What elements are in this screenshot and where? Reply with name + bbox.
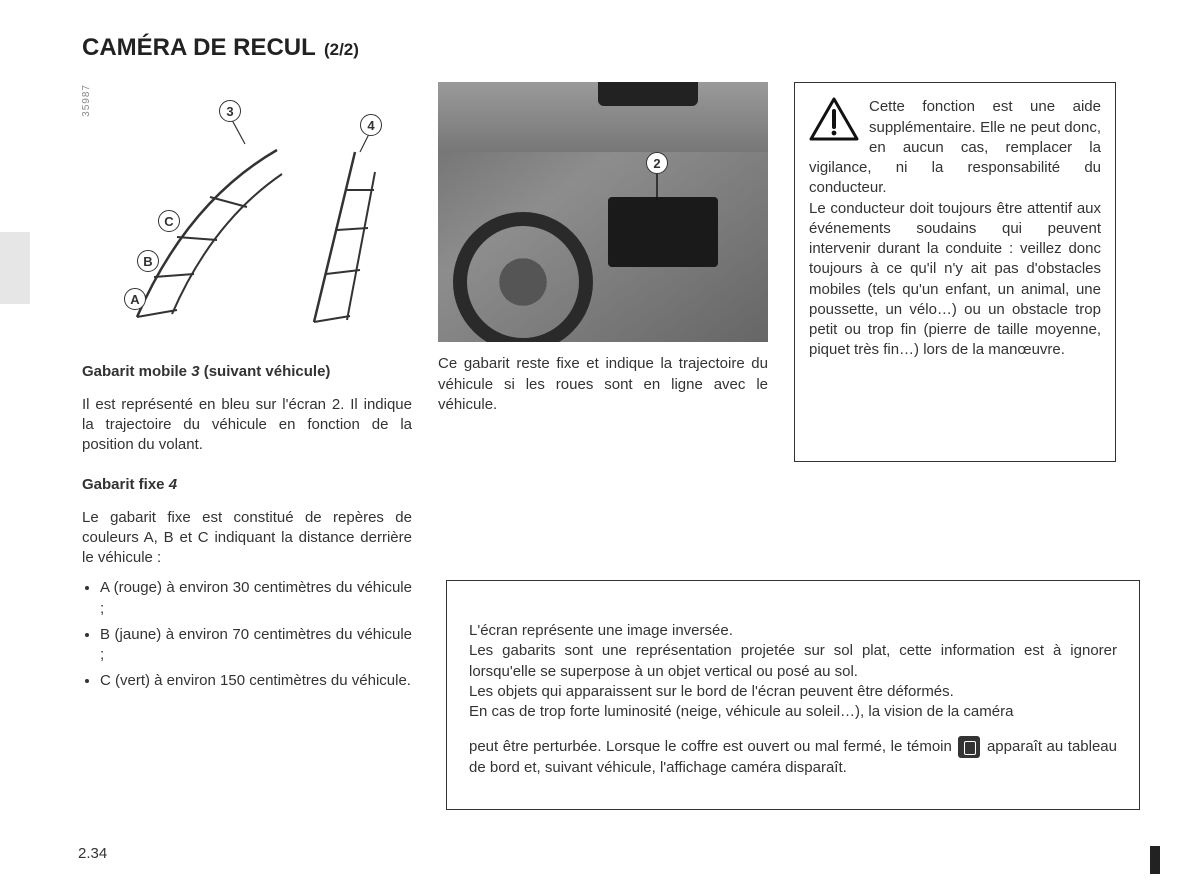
guideline-diagram: 35987: [82, 82, 412, 342]
side-tab: [0, 232, 30, 304]
heading-fixed-guide: Gabarit fixe 4: [82, 475, 412, 495]
warning-box: Cette fonction est une aide supplémentai…: [794, 82, 1116, 462]
heading-mobile-guide: Gabarit mobile 3 (suivant véhicule): [82, 362, 412, 382]
list-item: A (rouge) à environ 30 centimètres du vé…: [100, 578, 412, 619]
warning-icon: [809, 97, 859, 141]
heading-mobile-post: (suivant véhicule): [200, 363, 331, 380]
corner-mark: [1150, 846, 1160, 874]
info-line-5: peut être perturbée. Lorsque le coffre e…: [469, 736, 1117, 778]
column-left: 35987: [82, 82, 412, 697]
page-number: 2.34: [78, 844, 107, 864]
info-line-1: L'écran représente une image inversée.: [469, 621, 1117, 641]
page-header: CAMÉRA DE RECUL (2/2): [82, 32, 1152, 64]
info-box: L'écran représente une image inversée. L…: [446, 580, 1140, 810]
page-title: CAMÉRA DE RECUL: [82, 34, 316, 61]
para-mobile-guide: Il est représenté en bleu sur l'écran 2.…: [82, 395, 412, 456]
photo-caption: Ce gabarit reste fixe et indique la traj…: [438, 354, 768, 415]
heading-mobile-num: 3: [191, 363, 199, 380]
list-item: B (jaune) à environ 70 centimètres du vé…: [100, 625, 412, 666]
info-line-4: En cas de trop forte luminosité (neige, …: [469, 702, 1117, 722]
dashboard-photo: 36898 2: [438, 82, 768, 342]
info-line-5a: peut être perturbée. Lorsque le coffre e…: [469, 738, 952, 755]
info-line-3: Les objets qui apparaissent sur le bord …: [469, 682, 1117, 702]
diagram-id-label: 35987: [80, 84, 94, 117]
photo-leader-svg: [438, 82, 768, 342]
distance-list: A (rouge) à environ 30 centimètres du vé…: [82, 578, 412, 691]
heading-fixed-pre: Gabarit fixe: [82, 476, 169, 493]
heading-mobile-pre: Gabarit mobile: [82, 363, 191, 380]
manual-page: CAMÉRA DE RECUL (2/2) 35987: [0, 0, 1200, 888]
heading-fixed-num: 4: [169, 476, 177, 493]
para-fixed-intro: Le gabarit fixe est constitué de repères…: [82, 508, 412, 569]
trunk-open-icon: [958, 736, 980, 758]
page-subtitle: (2/2): [324, 40, 359, 59]
list-item: C (vert) à environ 150 centimètres du vé…: [100, 671, 412, 691]
info-line-2: Les gabarits sont une représentation pro…: [469, 641, 1117, 682]
